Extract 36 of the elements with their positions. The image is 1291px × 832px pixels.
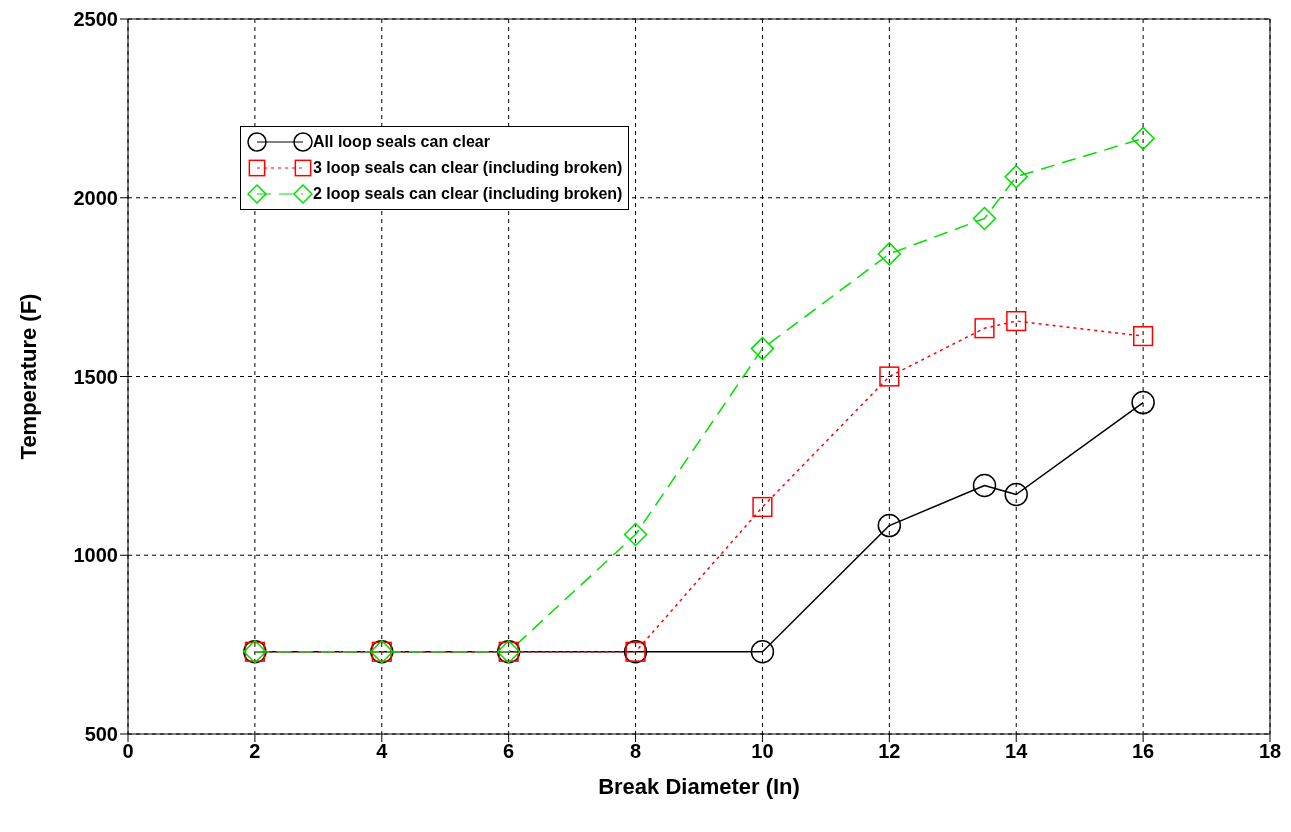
x-tick-label: 6: [503, 740, 515, 763]
legend-label: All loop seals can clear: [313, 133, 490, 151]
point: [1131, 126, 1155, 151]
legend-label: 2 loop seals can clear (including broken): [313, 185, 623, 203]
point: [752, 496, 773, 518]
point: [974, 318, 995, 339]
point: [1133, 326, 1154, 347]
x-tick-label: 8: [629, 740, 642, 763]
point: [972, 206, 997, 231]
x-axis-title: Break Diameter (In): [598, 774, 800, 799]
point: [1004, 164, 1028, 189]
x-tick-label: 16: [1131, 740, 1155, 763]
x-tick-label: 0: [122, 740, 134, 763]
y-tick-label: 500: [84, 723, 118, 746]
point: [750, 336, 775, 361]
x-tick-label: 4: [376, 740, 389, 763]
y-axis-title: Temperature (F): [15, 293, 41, 460]
y-tick-label: 2000: [73, 186, 118, 209]
point: [879, 366, 900, 387]
x-tick-label: 2: [249, 740, 261, 763]
x-tick-label: 18: [1258, 740, 1282, 763]
point: [1006, 310, 1027, 332]
x-tick-label: 12: [878, 740, 901, 763]
point: [877, 513, 902, 538]
point: [972, 473, 997, 498]
point: [877, 242, 902, 266]
point: [750, 640, 775, 664]
point: [1131, 390, 1155, 415]
y-tick-label: 1500: [73, 365, 118, 388]
y-tick-label: 2500: [73, 8, 118, 31]
x-tick-label: 10: [751, 740, 774, 763]
point: [623, 522, 648, 547]
legend-label: 3 loop seals can clear (including broken): [313, 159, 623, 177]
y-tick-label: 1000: [73, 544, 118, 567]
x-tick-label: 14: [1005, 740, 1029, 763]
point: [1004, 482, 1028, 507]
